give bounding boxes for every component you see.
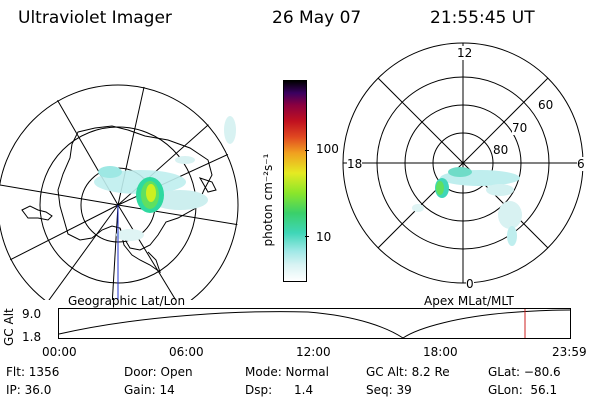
magnetic-grid (342, 42, 584, 284)
flight-number: Flt: 1356 (6, 365, 60, 379)
instrument-title: Ultraviolet Imager (18, 8, 172, 28)
colorbar-unit-label: photon cm⁻²s⁻¹ (261, 153, 275, 247)
colorbar-tick-10: 10 (316, 230, 332, 244)
dsp-value: 1.4 (294, 383, 314, 397)
altitude-xtick-0: 00:00 (42, 345, 77, 359)
colorbar-tick-100: 100 (316, 142, 339, 156)
peninsula-outline (119, 227, 161, 274)
ip-value: IP: 36.0 (6, 383, 52, 397)
mlt-label-6: 6 (577, 157, 585, 171)
gc-altitude: GC Alt: 8.2 Re (366, 365, 450, 379)
geographic-latitude: GLat: −80.6 (488, 365, 561, 379)
time-label: 21:55:45 UT (430, 8, 535, 28)
mlt-label-12: 12 (457, 46, 473, 60)
date-label: 26 May 07 (272, 8, 362, 28)
altitude-ylabel: GC Alt (2, 308, 16, 346)
lat-label-70: 70 (512, 121, 528, 135)
altitude-ytick-bottom: 1.8 (22, 330, 42, 344)
magnetic-map (342, 42, 584, 284)
aurora-oval (412, 167, 522, 246)
altitude-plot (58, 308, 571, 339)
colorbar (283, 80, 307, 282)
altitude-xtick-3: 18:00 (423, 345, 458, 359)
altitude-xtick-1: 06:00 (169, 345, 204, 359)
gain-value: Gain: 14 (124, 383, 175, 397)
lat-label-60: 60 (538, 98, 554, 112)
dsp-label: Dsp: (245, 383, 273, 397)
sequence-number: Seq: 39 (366, 383, 412, 397)
altitude-ytick-top: 9.0 (22, 307, 42, 321)
aurora-emission (94, 116, 236, 241)
mlt-label-0: 0 (466, 277, 474, 291)
lat-label-80: 80 (493, 143, 509, 157)
altitude-curve (58, 309, 571, 339)
geographic-longitude: GLon: 56.1 (488, 383, 558, 397)
left-map-caption: Geographic Lat/Lon (68, 294, 186, 308)
altitude-xtick-2: 12:00 (296, 345, 331, 359)
continent-outline (57, 125, 213, 251)
mlt-label-18: 18 (347, 157, 363, 171)
mode-value: Mode: Normal (245, 365, 329, 379)
geographic-map (0, 84, 239, 300)
door-status: Door: Open (124, 365, 193, 379)
altitude-xtick-4: 23:59 (552, 345, 587, 359)
right-map-caption: Apex MLat/MLT (424, 294, 514, 308)
